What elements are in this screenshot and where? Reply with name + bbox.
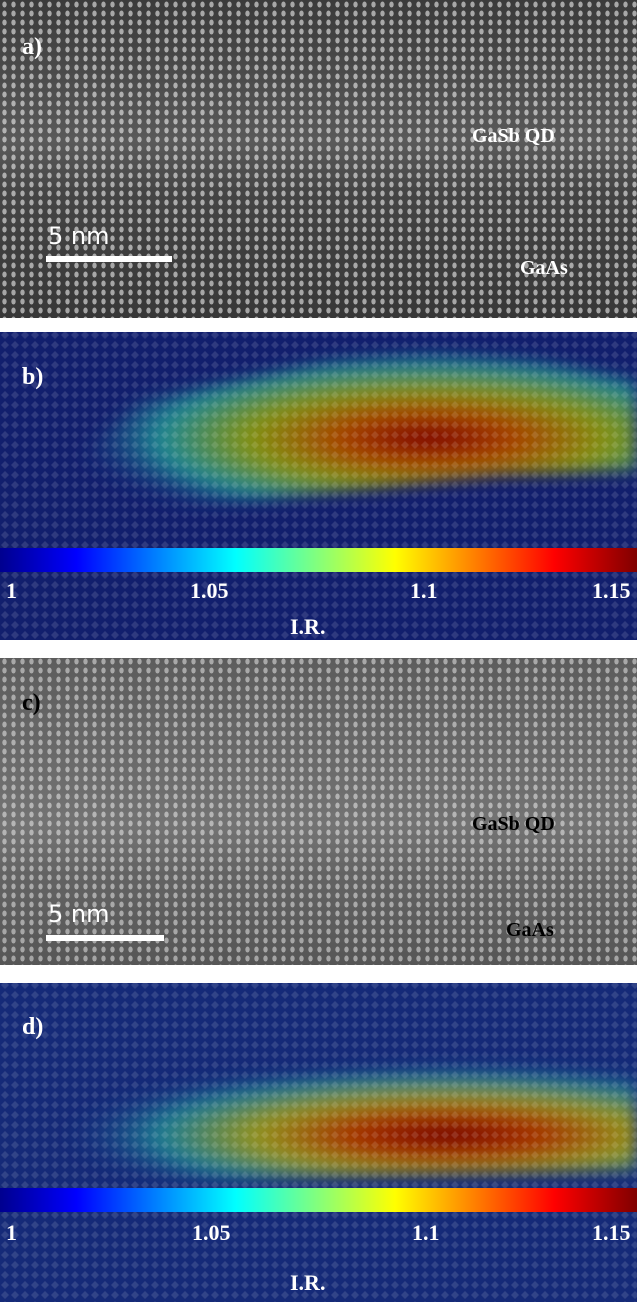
colorbar-tick: 1.1 — [410, 578, 438, 603]
lattice — [0, 983, 637, 1302]
region-label: GaSb QD — [472, 813, 555, 835]
panel-d: d) 1 1.05 1.1 1.15 I.R. — [0, 983, 637, 1302]
colorbar-tick: 1.15 — [592, 578, 631, 603]
lattice — [0, 658, 637, 965]
panel-b: b) 1 1.05 1.1 1.15 I.R. — [0, 332, 637, 640]
colorbar-tick: 1 — [6, 1220, 17, 1245]
scale-label: 5 nm — [48, 900, 110, 928]
colorbar-tick: 1.15 — [592, 1220, 631, 1245]
colorbar — [0, 548, 637, 572]
colorbar — [0, 1188, 637, 1212]
panel-label: d) — [22, 1014, 43, 1040]
panel-a: a) GaSb QD 5 nm GaAs — [0, 0, 637, 318]
colorbar-tick: 1.05 — [192, 1220, 231, 1245]
scale-bar — [46, 256, 172, 262]
substrate-label: GaAs — [506, 919, 554, 941]
colorbar-title: I.R. — [290, 614, 325, 639]
panel-label: a) — [22, 34, 42, 60]
scale-label: 5 nm — [48, 222, 110, 250]
scale-bar — [46, 935, 164, 941]
colorbar-tick: 1 — [6, 578, 17, 603]
panel-label: c) — [22, 690, 41, 716]
substrate-label: GaAs — [520, 257, 568, 279]
region-label: GaSb QD — [472, 125, 555, 147]
colorbar-tick: 1.05 — [190, 578, 229, 603]
colorbar-tick: 1.1 — [412, 1220, 440, 1245]
lattice — [0, 0, 637, 318]
panel-c: c) GaSb QD 5 nm GaAs — [0, 658, 637, 965]
panel-label: b) — [22, 364, 43, 390]
colorbar-title: I.R. — [290, 1270, 325, 1295]
lattice — [0, 332, 637, 640]
